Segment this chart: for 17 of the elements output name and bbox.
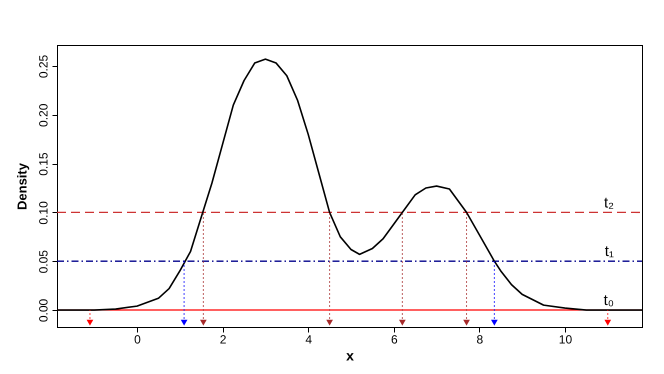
y-tick-label: 0.20 [36, 103, 50, 127]
y-tick-label: 0.00 [36, 298, 50, 322]
ref-line-label: t₀ [604, 292, 614, 310]
x-tick-label: 4 [305, 332, 312, 346]
x-axis-title: x [346, 348, 354, 364]
x-tick-label: 2 [220, 332, 227, 346]
y-tick-label: 0.10 [36, 200, 50, 225]
x-tick-label: 6 [390, 332, 398, 346]
ref-line-label: t₁ [604, 243, 614, 260]
ref-line-label: t₂ [604, 194, 614, 212]
x-tick-label: 0 [134, 332, 142, 346]
y-tick-label: 0.25 [36, 54, 50, 78]
x-tick-label: 8 [476, 332, 484, 346]
y-tick-label: 0.15 [36, 152, 50, 176]
x-tick-label: 10 [558, 332, 572, 346]
y-tick-label: 0.05 [36, 250, 50, 274]
y-axis-title: Density [14, 162, 30, 210]
